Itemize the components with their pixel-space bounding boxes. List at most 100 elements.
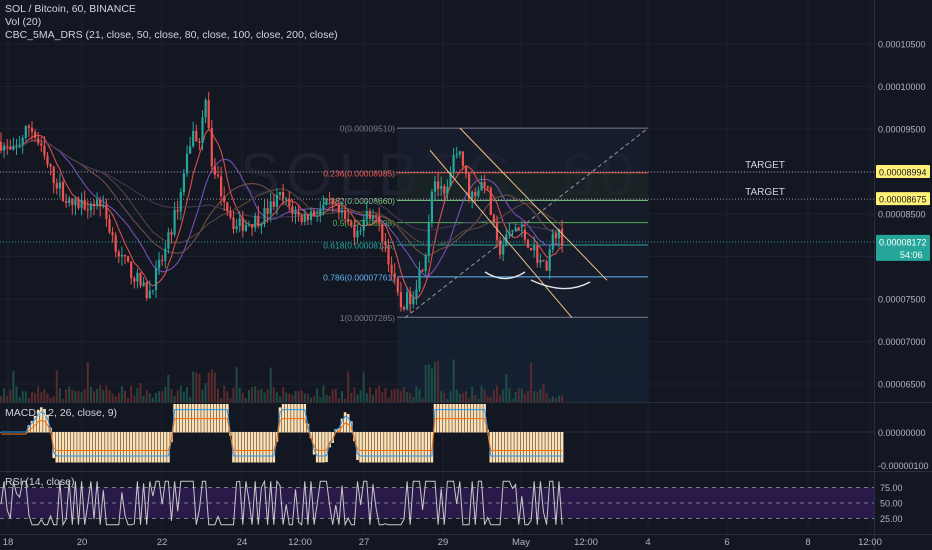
macd-histogram-bar bbox=[80, 432, 83, 463]
time-axis-label: 24 bbox=[237, 537, 248, 548]
volume-bar bbox=[139, 383, 142, 402]
candle-body bbox=[254, 215, 257, 228]
volume-bar bbox=[458, 393, 461, 402]
volume-bar bbox=[465, 390, 467, 402]
candle-body bbox=[328, 199, 331, 201]
candle-body bbox=[49, 164, 52, 167]
macd-histogram-bar bbox=[74, 432, 77, 463]
candle-body bbox=[52, 166, 55, 184]
volume-bar bbox=[120, 386, 123, 402]
macd-histogram-bar bbox=[98, 432, 102, 463]
volume-bar bbox=[155, 392, 157, 402]
macd-histogram-bar bbox=[164, 432, 167, 463]
candle-body bbox=[530, 247, 533, 251]
candle-body bbox=[74, 198, 77, 206]
macd-histogram-bar bbox=[247, 432, 251, 463]
candle-body bbox=[424, 255, 427, 272]
macd-histogram-bar bbox=[415, 432, 418, 463]
candle-body bbox=[263, 207, 266, 224]
volume-bar bbox=[232, 387, 235, 402]
macd-histogram-bar bbox=[86, 432, 90, 463]
candle-body bbox=[464, 166, 468, 174]
macd-histogram-bar bbox=[374, 432, 378, 463]
candle-body bbox=[561, 228, 564, 246]
volume-bar bbox=[520, 388, 523, 402]
macd-histogram-bar bbox=[508, 432, 511, 463]
candle-body bbox=[220, 176, 223, 197]
volume-bar bbox=[353, 387, 356, 402]
volume-bar bbox=[220, 398, 223, 402]
macd-histogram-bar bbox=[319, 432, 322, 463]
moving-average-line bbox=[0, 140, 563, 232]
rsi-line bbox=[0, 479, 563, 527]
candle-body bbox=[399, 292, 402, 308]
macd-histogram-bar bbox=[253, 432, 257, 463]
candle-body bbox=[12, 145, 15, 150]
volume-bar bbox=[523, 393, 526, 402]
macd-histogram-bar bbox=[129, 432, 133, 463]
macd-histogram-bar bbox=[95, 432, 99, 463]
volume-bar bbox=[31, 391, 33, 402]
candle-body bbox=[55, 183, 58, 189]
candle-body bbox=[204, 100, 207, 118]
candle-body bbox=[455, 154, 458, 156]
volume-bar bbox=[83, 389, 86, 402]
macd-histogram-bar bbox=[418, 432, 421, 463]
candle-body bbox=[418, 269, 421, 290]
candle-body bbox=[247, 224, 251, 226]
candle-body bbox=[468, 173, 471, 199]
volume-bar bbox=[341, 391, 343, 402]
macd-histogram-bar bbox=[368, 432, 372, 463]
volume-bar bbox=[3, 388, 6, 402]
candle-body bbox=[130, 261, 133, 279]
macd-histogram-bar bbox=[312, 432, 316, 455]
macd-histogram-bar bbox=[337, 428, 341, 433]
volume-bar bbox=[390, 390, 393, 402]
candle-body bbox=[421, 269, 424, 272]
candle-body bbox=[244, 224, 247, 231]
candle-body bbox=[86, 209, 89, 211]
volume-bar bbox=[300, 390, 303, 402]
volume-bar bbox=[133, 395, 136, 402]
candle-body bbox=[61, 182, 65, 202]
volume-bar bbox=[176, 390, 179, 402]
macd-histogram-bar bbox=[359, 432, 362, 463]
volume-bar bbox=[303, 393, 306, 402]
volume-bar bbox=[533, 391, 536, 402]
volume-bar bbox=[443, 392, 446, 402]
macd-histogram-bar bbox=[77, 432, 80, 463]
macd-histogram-bar bbox=[356, 432, 359, 461]
macd-histogram-bar bbox=[511, 432, 514, 463]
macd-histogram-bar bbox=[399, 432, 403, 463]
volume-bar bbox=[477, 398, 480, 402]
macd-line bbox=[1, 409, 563, 457]
macd-histogram-bar bbox=[387, 432, 390, 463]
volume-bar bbox=[356, 394, 359, 402]
candle-body bbox=[18, 144, 21, 146]
current-price-badge bbox=[876, 234, 930, 261]
macd-histogram-bar bbox=[126, 432, 130, 463]
volume-bar bbox=[269, 367, 272, 402]
volume-bar bbox=[173, 395, 176, 402]
volume-bar bbox=[359, 390, 362, 402]
candle-body bbox=[251, 224, 254, 228]
volume-bar bbox=[325, 394, 328, 402]
volume-bar bbox=[434, 362, 436, 402]
macd-histogram-bar bbox=[167, 432, 170, 463]
candle-body bbox=[145, 282, 148, 299]
candle-body bbox=[210, 127, 213, 167]
macd-histogram-bar bbox=[151, 432, 155, 463]
volume-bar bbox=[483, 389, 486, 402]
candle-body bbox=[34, 131, 37, 139]
macd-histogram-bar bbox=[263, 432, 266, 463]
candle-body bbox=[536, 246, 539, 263]
candle-body bbox=[539, 260, 542, 263]
volume-bar bbox=[210, 369, 213, 402]
candle-body bbox=[173, 209, 176, 235]
macd-histogram-bar bbox=[235, 432, 238, 463]
time-axis-label: May bbox=[512, 537, 530, 548]
volume-bar bbox=[384, 387, 387, 402]
macd-axis-label: 0.00000000 bbox=[878, 428, 926, 438]
candle-body bbox=[182, 173, 185, 193]
